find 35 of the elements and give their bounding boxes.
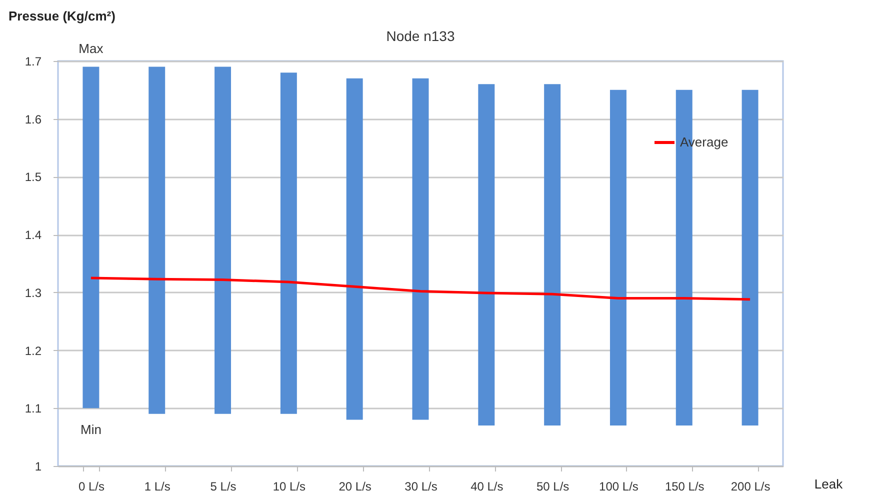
bar [214,66,232,414]
bar [478,84,495,426]
bar [610,90,626,426]
x-tick-label: 40 L/s [470,480,504,494]
x-tick-label: 30 L/s [404,480,438,494]
line-series [90,276,752,301]
y-tick-label: 1.3 [24,286,42,300]
bar [148,66,166,414]
y-tick-label: 1.6 [24,112,42,126]
x-tick-label: 5 L/s [210,480,236,494]
y-tick-label: 1.7 [24,54,42,68]
annotation: Max [78,40,104,56]
bar [544,84,561,426]
bar [742,90,758,426]
x-tick-label: 0 L/s [78,480,104,494]
y-tick-label: 1.2 [24,344,42,358]
bar [346,78,363,420]
x-tick-label: 200 L/s [730,480,770,494]
bar [412,78,429,420]
x-tick-label: 150 L/s [664,480,704,494]
bar [82,66,100,408]
x-tick-label: 50 L/s [536,480,570,494]
x-tick-label: 1 L/s [144,480,170,494]
x-tick-label: 10 L/s [272,480,306,494]
x-tick-label: 100 L/s [599,480,638,494]
y-axis-title: Pressue (Kg/cm²) [8,8,116,24]
x-tick-label: 20 L/s [338,480,372,494]
y-tick-label: 1 [34,460,42,474]
x-axis-title: Leak [814,476,844,492]
chart-title: Node n133 [386,28,455,44]
annotation: Min [80,422,102,438]
bar [280,72,297,414]
y-tick-label: 1.5 [24,170,42,184]
y-tick-label: 1.4 [24,228,42,242]
y-tick-label: 1.1 [24,402,42,416]
